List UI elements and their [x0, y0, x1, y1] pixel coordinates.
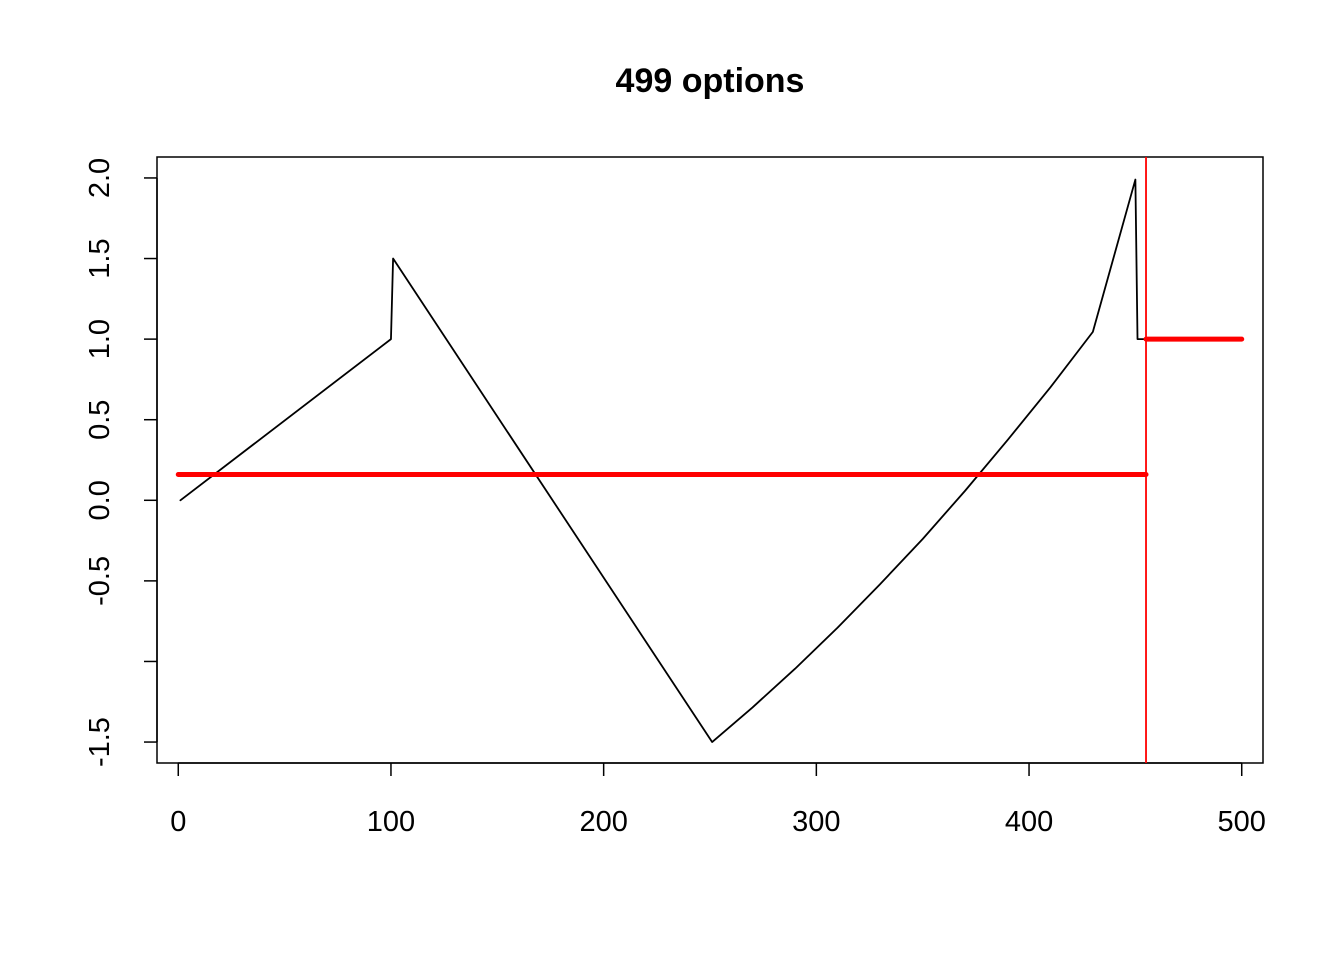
x-tick-label: 300: [792, 806, 840, 838]
y-tick-label: 0.0: [84, 480, 116, 520]
y-tick-label: -0.5: [84, 556, 116, 606]
plot-frame: [156, 156, 1264, 764]
y-tick-label: 2.0: [84, 158, 116, 198]
y-tick-label: 0.5: [84, 400, 116, 440]
x-tick-label: 100: [367, 806, 415, 838]
x-axis: 0 100 200 300 400 500: [170, 762, 1266, 838]
x-tick-label: 500: [1218, 806, 1266, 838]
x-tick-label: 200: [579, 806, 627, 838]
x-tick-label: 0: [170, 806, 186, 838]
y-tick-label: 1.0: [84, 319, 116, 359]
series-line-1: [179, 178, 1147, 743]
y-tick-label: -1.5: [84, 717, 116, 767]
y-axis: -1.5 -0.5 0.0 0.5 1.0 1.5 2.0: [84, 158, 158, 767]
x-tick-label: 400: [1005, 806, 1053, 838]
series-layer: [175, 157, 1245, 763]
chart-title: 499 options: [616, 62, 805, 100]
y-tick-label: 1.5: [84, 238, 116, 278]
